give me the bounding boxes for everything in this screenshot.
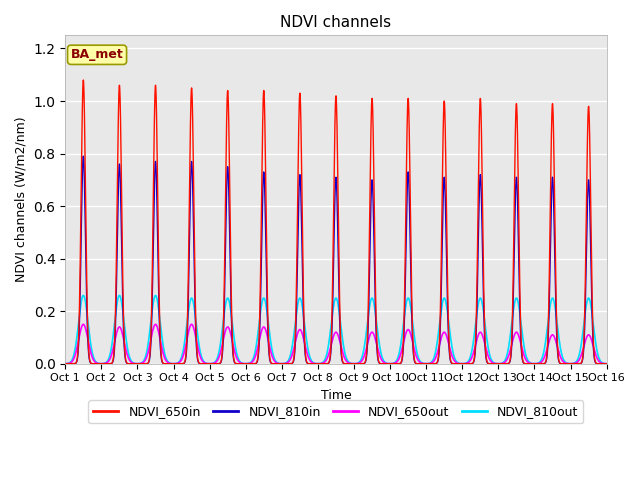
NDVI_650out <box>61 361 69 367</box>
NDVI_650in <box>268 360 276 366</box>
NDVI_810out <box>160 346 168 352</box>
Y-axis label: NDVI channels (W/m2/nm): NDVI channels (W/m2/nm) <box>15 117 28 282</box>
NDVI_810out <box>116 292 124 298</box>
NDVI_650in <box>61 361 69 367</box>
NDVI_650out <box>152 322 159 327</box>
NDVI_810in <box>413 361 421 367</box>
NDVI_810out <box>507 331 515 337</box>
NDVI_810in <box>603 361 611 367</box>
NDVI_650in <box>160 360 168 366</box>
NDVI_650out <box>603 361 611 367</box>
NDVI_650in <box>507 355 515 360</box>
NDVI_810in <box>386 361 394 367</box>
NDVI_810out <box>61 361 69 367</box>
Title: NDVI channels: NDVI channels <box>280 15 392 30</box>
NDVI_810in <box>160 360 168 366</box>
NDVI_650in <box>386 361 394 367</box>
NDVI_650in <box>413 361 421 367</box>
NDVI_650out <box>160 352 168 358</box>
Line: NDVI_650in: NDVI_650in <box>65 80 607 364</box>
NDVI_810in <box>79 153 87 159</box>
NDVI_650in <box>603 361 611 367</box>
Legend: NDVI_650in, NDVI_810in, NDVI_650out, NDVI_810out: NDVI_650in, NDVI_810in, NDVI_650out, NDV… <box>88 400 584 423</box>
Line: NDVI_810out: NDVI_810out <box>65 295 607 364</box>
Text: BA_met: BA_met <box>70 48 124 61</box>
Line: NDVI_810in: NDVI_810in <box>65 156 607 364</box>
NDVI_650out <box>268 354 276 360</box>
NDVI_650in <box>465 361 473 367</box>
NDVI_810in <box>268 361 276 367</box>
X-axis label: Time: Time <box>321 389 351 402</box>
Line: NDVI_650out: NDVI_650out <box>65 324 607 364</box>
NDVI_810out <box>465 357 473 362</box>
NDVI_650out <box>507 347 515 352</box>
NDVI_810out <box>386 361 394 367</box>
NDVI_810in <box>507 357 515 362</box>
NDVI_650out <box>386 361 394 367</box>
NDVI_650in <box>79 77 87 83</box>
NDVI_810out <box>268 348 276 354</box>
NDVI_810in <box>465 361 473 367</box>
NDVI_810out <box>603 361 611 367</box>
NDVI_810in <box>61 361 69 367</box>
NDVI_650out <box>465 359 473 365</box>
NDVI_810out <box>413 352 421 358</box>
NDVI_650out <box>413 356 421 362</box>
